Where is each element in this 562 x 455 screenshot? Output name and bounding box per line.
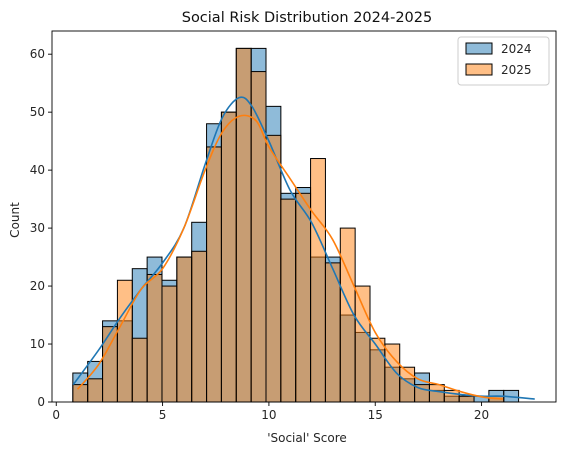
bar-2025-24	[428, 384, 445, 403]
x-axis-title: 'Social' Score	[267, 431, 347, 445]
bar-2025-5	[146, 273, 163, 403]
y-axis-title: Count	[8, 202, 22, 238]
y-tick-label-60: 60	[30, 47, 45, 61]
bar-2025-14	[280, 198, 297, 403]
bar-2025-10	[220, 111, 237, 403]
legend: 2024 2025	[457, 36, 550, 86]
x-tick-label-20: 20	[474, 408, 489, 422]
kde-line-2025	[76, 114, 503, 400]
chart-title: Social Risk Distribution 2024-2025	[182, 10, 433, 26]
bar-2025-8	[191, 250, 208, 403]
legend-label-2025: 2025	[501, 63, 532, 77]
bar-2025-18	[339, 227, 356, 403]
y-tick-label-20: 20	[30, 279, 45, 293]
bar-2025-4	[131, 337, 148, 403]
y-tick-label-0: 0	[37, 395, 45, 409]
axes-layer: 0 5 10 15 20 0 10 20 30 40 50 60	[30, 30, 557, 422]
bar-2025-3	[116, 279, 133, 403]
bar-2025-12	[250, 71, 267, 403]
bar-2025-19	[354, 285, 371, 403]
bar-2025-15	[295, 192, 312, 403]
bar-2025-2	[102, 326, 118, 403]
bar-2025-1	[87, 378, 104, 403]
legend-swatch-2025	[465, 63, 493, 76]
bar-2025-16	[310, 158, 326, 403]
bar-2025-17	[324, 262, 341, 403]
x-tick-label-5: 5	[159, 408, 167, 422]
bars-layer	[72, 47, 520, 403]
bar-2025-6	[161, 285, 178, 403]
kde-layer	[72, 96, 535, 400]
y-tick-label-10: 10	[30, 337, 45, 351]
x-tick-label-15: 15	[368, 408, 383, 422]
x-tick-label-10: 10	[261, 408, 276, 422]
y-tick-label-50: 50	[30, 105, 45, 119]
legend-swatch-2024	[465, 42, 493, 55]
bar-2025-9	[206, 146, 222, 403]
y-tick-label-40: 40	[30, 163, 45, 177]
bar-2025-26	[458, 395, 475, 403]
bar-2025-13	[265, 134, 282, 403]
bar-2025-7	[176, 256, 193, 403]
legend-label-2024: 2024	[501, 42, 532, 56]
y-tick-label-30: 30	[30, 221, 45, 235]
x-tick-label-0: 0	[52, 408, 60, 422]
kde-line-2024	[72, 96, 535, 400]
plot-frame	[51, 30, 557, 403]
